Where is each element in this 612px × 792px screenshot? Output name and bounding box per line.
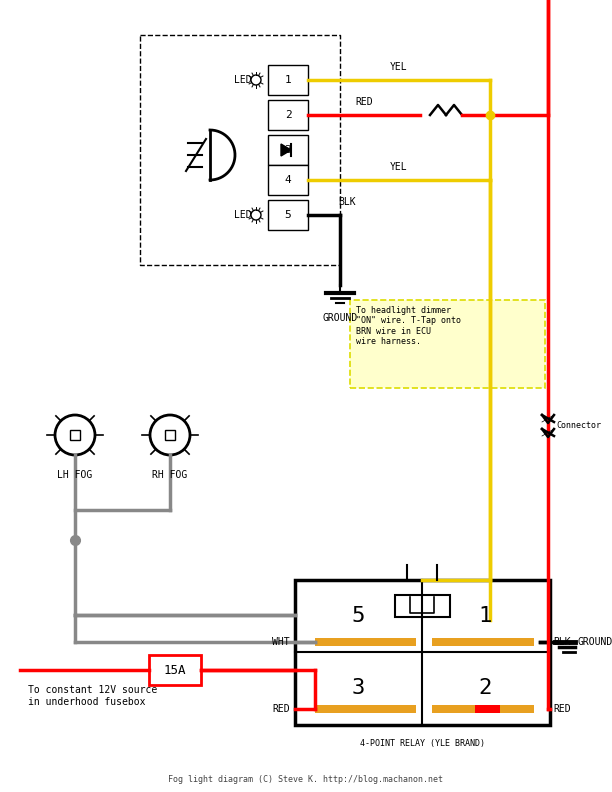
Text: 4-POINT RELAY (YLE BRAND): 4-POINT RELAY (YLE BRAND)	[359, 739, 485, 748]
Text: 1: 1	[479, 606, 491, 626]
Text: GROUND: GROUND	[577, 637, 612, 647]
Text: BLK: BLK	[338, 197, 356, 207]
Text: YEL: YEL	[390, 62, 408, 72]
Bar	[268, 200, 308, 230]
Text: 3: 3	[351, 678, 365, 698]
Bar	[165, 430, 175, 440]
Text: 4: 4	[285, 175, 291, 185]
Bar	[268, 100, 308, 130]
Bar	[149, 655, 201, 685]
Bar	[268, 135, 308, 165]
Text: YEL: YEL	[390, 162, 408, 172]
Text: RED: RED	[355, 97, 373, 107]
Text: RH FOG: RH FOG	[152, 470, 188, 480]
Bar	[315, 638, 416, 646]
Text: RED: RED	[272, 704, 290, 714]
Text: 3: 3	[285, 145, 291, 155]
Polygon shape	[281, 144, 291, 156]
Text: 15A: 15A	[164, 664, 186, 676]
Text: LED: LED	[234, 210, 252, 220]
Bar	[268, 165, 308, 195]
Bar	[315, 705, 416, 713]
Bar	[268, 65, 308, 95]
Text: 1: 1	[285, 75, 291, 85]
Text: To headlight dimmer
"ON" wire. T-Tap onto
BRN wire in ECU
wire harness.: To headlight dimmer "ON" wire. T-Tap ont…	[356, 306, 461, 346]
Text: LH FOG: LH FOG	[58, 470, 92, 480]
Text: LED: LED	[234, 75, 252, 85]
Bar	[395, 595, 450, 617]
Text: in underhood fusebox: in underhood fusebox	[28, 697, 146, 707]
Text: 2: 2	[285, 110, 291, 120]
Bar	[432, 638, 534, 646]
Text: Connector: Connector	[556, 421, 601, 429]
Text: Fog light diagram (C) Steve K. http://blog.machanon.net: Fog light diagram (C) Steve K. http://bl…	[168, 775, 444, 785]
Text: WHT: WHT	[272, 637, 290, 647]
Text: To constant 12V source: To constant 12V source	[28, 685, 157, 695]
Bar	[70, 430, 80, 440]
Text: 5: 5	[285, 210, 291, 220]
Text: 2: 2	[479, 678, 491, 698]
Text: 5: 5	[351, 606, 365, 626]
Text: GROUND: GROUND	[323, 313, 357, 323]
Bar	[432, 705, 534, 713]
Bar	[475, 705, 500, 713]
Bar	[295, 580, 550, 725]
Text: RED: RED	[553, 704, 570, 714]
Text: BLK: BLK	[553, 637, 570, 647]
Bar	[350, 300, 545, 388]
